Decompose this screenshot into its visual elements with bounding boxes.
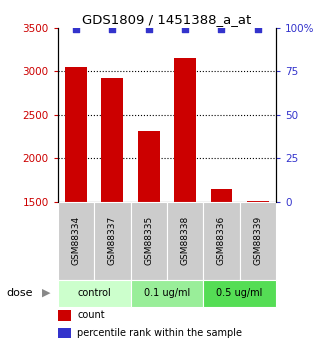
Point (183, 27, 188, 32)
Bar (101, 78, 123, 202)
Bar (58, 328, 71, 338)
Bar (94, 202, 131, 279)
Text: count: count (77, 310, 105, 321)
Bar (247, 201, 269, 202)
Text: GSM88336: GSM88336 (217, 216, 226, 265)
Point (146, 27, 151, 32)
Text: GSM88335: GSM88335 (144, 216, 153, 265)
Text: percentile rank within the sample: percentile rank within the sample (77, 328, 242, 338)
Text: GSM88337: GSM88337 (108, 216, 117, 265)
Text: control: control (77, 288, 111, 298)
Title: GDS1809 / 1451388_a_at: GDS1809 / 1451388_a_at (82, 13, 252, 27)
Point (255, 27, 260, 32)
Text: GSM88334: GSM88334 (72, 216, 81, 265)
Point (74, 27, 79, 32)
Bar (58, 310, 71, 321)
Bar (131, 279, 203, 307)
Bar (240, 202, 276, 279)
Bar (138, 130, 160, 202)
Bar (65, 67, 87, 202)
Bar (167, 202, 203, 279)
Bar (58, 279, 131, 307)
Text: 0.5 ug/ml: 0.5 ug/ml (216, 288, 263, 298)
Text: dose: dose (6, 288, 33, 298)
Point (110, 27, 115, 32)
Bar (203, 202, 240, 279)
Bar (58, 202, 94, 279)
Bar (203, 279, 276, 307)
Text: ▶: ▶ (42, 288, 50, 298)
Bar (131, 202, 167, 279)
Bar (211, 189, 232, 202)
Text: GSM88338: GSM88338 (181, 216, 190, 265)
Point (219, 27, 224, 32)
Text: GSM88339: GSM88339 (253, 216, 262, 265)
Text: 0.1 ug/ml: 0.1 ug/ml (144, 288, 190, 298)
Bar (174, 58, 196, 202)
